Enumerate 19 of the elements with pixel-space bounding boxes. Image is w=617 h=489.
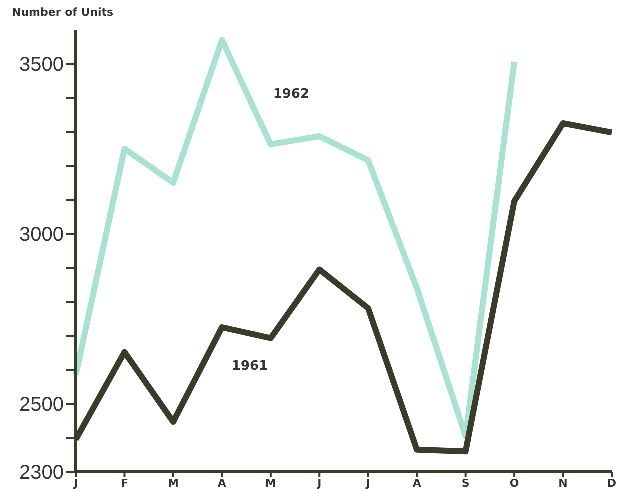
x-tick-label: J (72, 476, 78, 489)
x-tick-label: M (168, 476, 179, 489)
y-tick-label: 3000 (20, 224, 64, 246)
x-tick-label: J (365, 476, 370, 489)
x-tick-label: S (462, 476, 470, 489)
y-tick-label: 3500 (20, 54, 64, 76)
x-tick-label: N (558, 476, 568, 489)
x-tick-label: J (316, 476, 322, 489)
x-tick-label: O (510, 476, 520, 489)
x-tick-label: A (218, 476, 227, 489)
x-tick-label: A (412, 476, 422, 489)
y-axis-title: Number of Units (12, 6, 114, 19)
series-label: 1961 (232, 359, 268, 374)
y-tick-label: 2300 (20, 462, 64, 484)
x-tick-label: D (607, 476, 617, 489)
x-tick-label: M (265, 476, 276, 489)
series-label: 1962 (273, 87, 310, 102)
y-tick-label: 2500 (20, 394, 64, 416)
x-tick-label: F (120, 476, 128, 489)
